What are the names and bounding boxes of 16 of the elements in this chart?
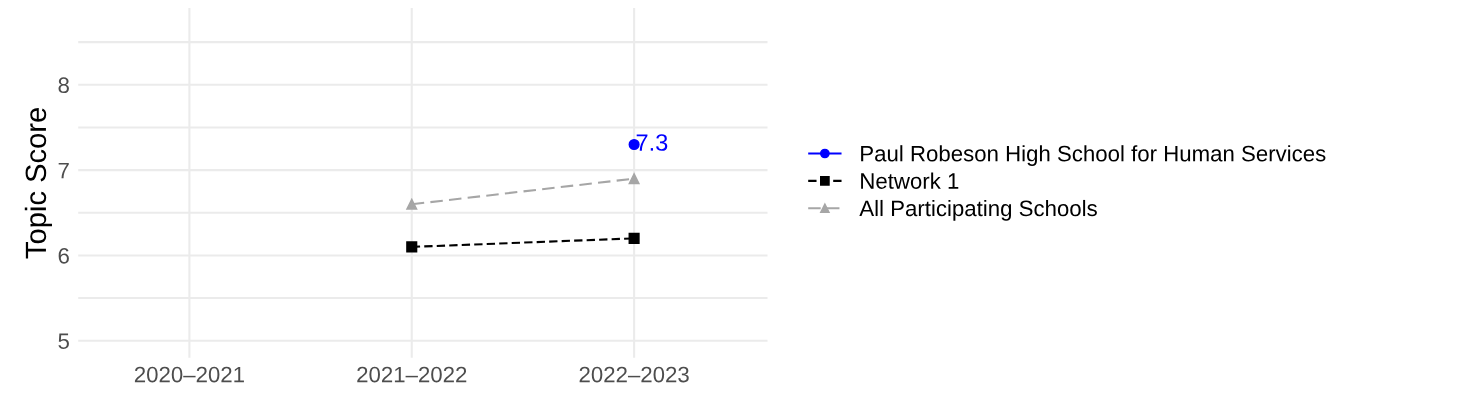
y-axis-title: Topic Score bbox=[24, 108, 52, 259]
legend-label: Network 1 bbox=[861, 172, 959, 189]
y-tick-label: 8 bbox=[58, 77, 69, 94]
y-tick-label: 5 bbox=[58, 333, 69, 349]
point bbox=[628, 173, 640, 185]
point bbox=[628, 232, 640, 244]
legend-label: All Participating Schools bbox=[859, 199, 1097, 221]
legend-label: Paul Robeson High School for Human Services bbox=[861, 145, 1326, 166]
point bbox=[406, 241, 418, 253]
y-tick-label: 6 bbox=[58, 247, 69, 264]
point bbox=[406, 198, 418, 210]
x-tick-label: 2021–2022 bbox=[357, 366, 467, 383]
data-label: 7.3 bbox=[636, 134, 668, 151]
y-tick-label: 7 bbox=[58, 162, 69, 179]
x-tick-label: 2020–2021 bbox=[134, 366, 244, 383]
x-tick-label: 2022–2023 bbox=[579, 366, 689, 383]
